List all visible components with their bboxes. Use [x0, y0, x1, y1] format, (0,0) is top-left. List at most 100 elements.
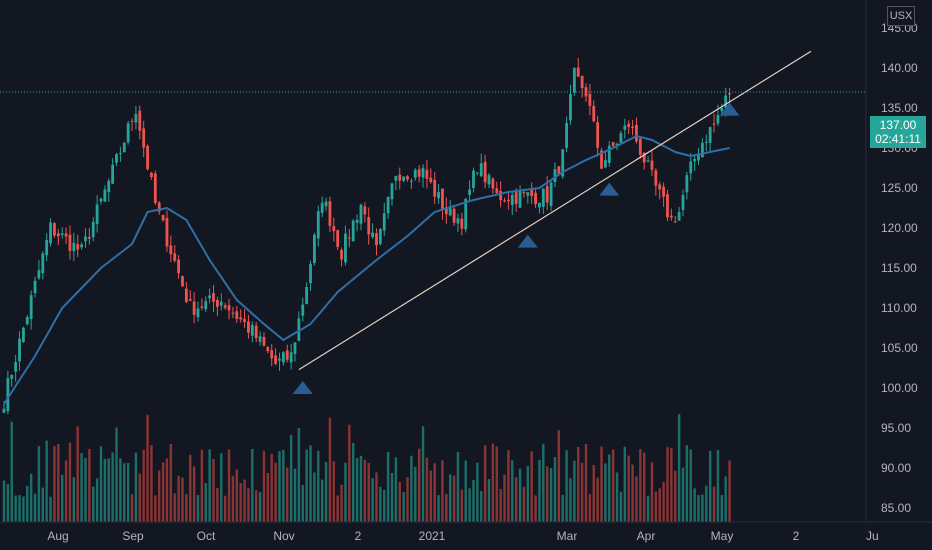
- volume-bar: [646, 495, 650, 522]
- time-tick-label: Mar: [557, 529, 578, 543]
- volume-bar: [452, 475, 456, 522]
- candle-body: [126, 123, 130, 143]
- volume-bar: [328, 417, 332, 522]
- candle-body: [309, 263, 312, 284]
- candle-body: [45, 239, 49, 256]
- candle-body: [332, 226, 336, 232]
- volume-bar: [705, 485, 708, 522]
- volume-bar: [320, 479, 324, 522]
- volume-bar: [499, 488, 502, 522]
- signal-marker: [292, 381, 313, 394]
- candle-body: [76, 244, 80, 250]
- candle-body: [301, 304, 305, 316]
- candle-body: [410, 180, 413, 182]
- candle-body: [600, 150, 603, 169]
- volume-bar: [631, 464, 634, 522]
- candle-body: [378, 229, 382, 244]
- volume-bar: [231, 475, 235, 522]
- time-axis[interactable]: Aug Sep Oct Nov 2 2021 Mar Apr May 2 Ju: [47, 529, 878, 543]
- volume-bar: [588, 494, 592, 522]
- candle-body: [413, 169, 417, 178]
- volume-bar: [235, 469, 238, 522]
- volume-bar: [650, 462, 654, 522]
- volume-bar: [674, 470, 677, 522]
- price-tick-label: 110.00: [881, 301, 917, 315]
- volume-bar: [223, 495, 227, 522]
- volume-bar: [596, 477, 599, 522]
- candle-body: [157, 202, 161, 212]
- volume-bar: [677, 414, 681, 522]
- candle-body: [336, 230, 340, 247]
- volume-bar: [569, 478, 572, 522]
- candle-body: [122, 142, 126, 153]
- volume-bar: [522, 486, 526, 522]
- candle-body: [522, 192, 526, 194]
- candle-body: [390, 183, 394, 200]
- candle-body: [231, 312, 235, 314]
- moving-average-line: [3, 134, 730, 405]
- time-tick-label: May: [711, 529, 734, 543]
- candle-body: [425, 169, 429, 179]
- candle-body: [60, 233, 64, 235]
- volume-bar: [433, 463, 436, 522]
- candle-body: [274, 355, 277, 364]
- candle-body: [64, 233, 68, 237]
- volume-bar: [565, 450, 568, 522]
- volume-layer: [2, 414, 731, 522]
- volume-bar: [402, 492, 405, 522]
- candle-body: [441, 188, 444, 210]
- candle-body: [557, 166, 561, 175]
- volume-bar: [239, 482, 242, 522]
- candle-body: [697, 153, 700, 161]
- candle-body: [363, 206, 367, 215]
- volume-bar: [394, 457, 398, 522]
- candle-body: [212, 293, 215, 302]
- time-tick-label: Aug: [47, 529, 68, 543]
- currency-unit-button[interactable]: USX: [887, 6, 915, 26]
- volume-bar: [18, 494, 21, 522]
- volume-bar: [375, 472, 378, 522]
- candle-body: [689, 161, 693, 174]
- candle-body: [247, 321, 250, 333]
- candle-body: [84, 236, 87, 242]
- volume-bar: [635, 476, 638, 522]
- bar-countdown: 02:41:11: [875, 132, 921, 146]
- volume-bar: [309, 445, 312, 522]
- candle-body: [355, 219, 359, 223]
- price-tick-label: 90.00: [881, 461, 911, 475]
- candle-body: [475, 172, 479, 174]
- candle-body: [545, 186, 549, 203]
- volume-bar: [363, 459, 367, 522]
- volume-bar: [45, 440, 48, 522]
- volume-bar: [192, 466, 196, 522]
- trendline-layer[interactable]: [298, 50, 812, 371]
- price-tick-label: 85.00: [881, 501, 911, 515]
- volume-bar: [313, 472, 316, 522]
- candle-body: [347, 237, 351, 239]
- candle-body: [177, 259, 180, 274]
- candle-body: [398, 174, 402, 181]
- volume-bar: [383, 489, 386, 522]
- price-tick-label: 115.00: [881, 261, 917, 275]
- candle-body: [572, 68, 576, 93]
- candle-body: [41, 253, 45, 274]
- volume-bar: [49, 496, 52, 522]
- volume-bar: [200, 449, 204, 522]
- volume-bar: [336, 495, 339, 522]
- candle-body: [681, 194, 685, 210]
- volume-bar: [177, 475, 180, 522]
- volume-bar: [293, 468, 297, 522]
- volume-bar: [22, 496, 25, 522]
- volume-bar: [130, 494, 134, 522]
- volume-bar: [251, 448, 254, 522]
- candle-body: [654, 170, 658, 186]
- volume-bar: [472, 480, 475, 522]
- candle-body: [406, 176, 409, 180]
- volume-bar: [491, 443, 495, 522]
- volume-bar: [262, 450, 266, 522]
- volume-bar: [456, 451, 460, 522]
- trendline[interactable]: [298, 50, 812, 371]
- candle-body: [650, 160, 654, 170]
- volume-bar: [728, 460, 731, 522]
